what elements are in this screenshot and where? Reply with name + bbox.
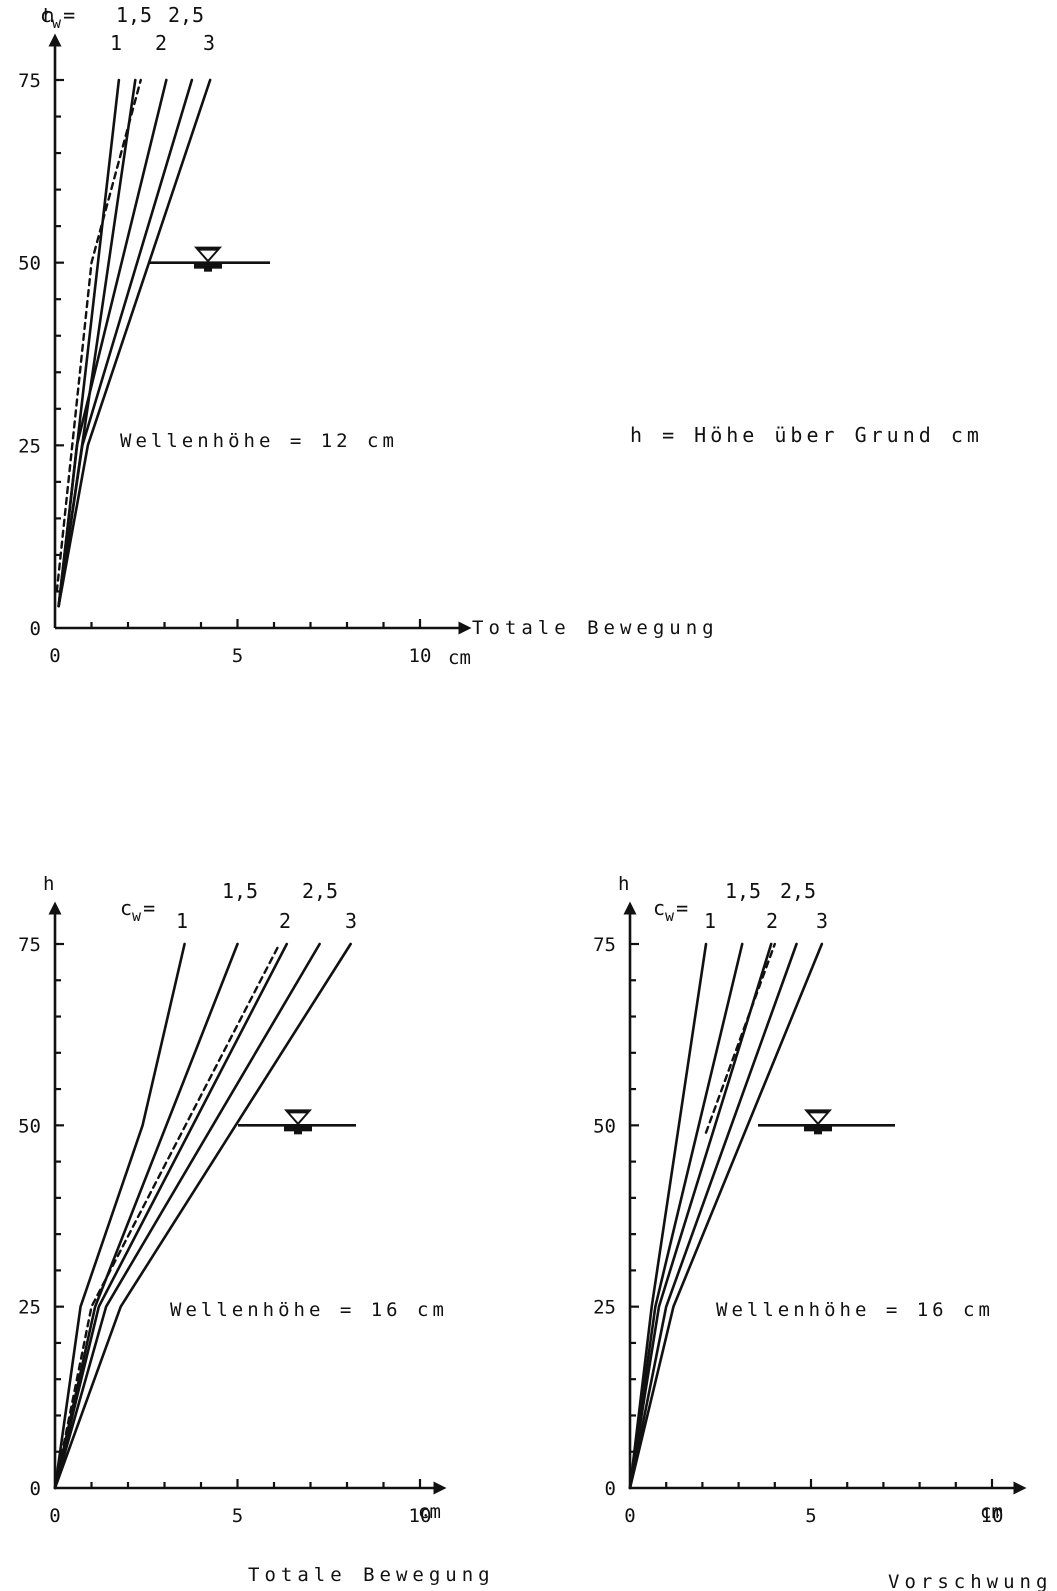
- water-level-foot: [814, 1130, 822, 1135]
- water-level-triangle-inner: [290, 1113, 306, 1123]
- panel-bottom-right: 0 5 10 0 25 50 75 cm Vorschwung h cw = 1 1,522,53 Well…: [593, 873, 1052, 1591]
- water-level-base: [284, 1126, 312, 1132]
- series-line-cw-3: [57, 78, 212, 608]
- water-level-foot: [294, 1130, 302, 1135]
- series-line-cw-1-5-dashed: [704, 942, 776, 1134]
- y-tick-label: 0: [30, 1478, 41, 1500]
- water-level-triangle-inner: [810, 1113, 826, 1123]
- series-label: 2: [155, 31, 167, 55]
- series-label: 2,5: [302, 879, 338, 903]
- y-tick-label: 25: [18, 435, 41, 457]
- legend-note: h = Höhe über Grund cm: [630, 423, 983, 447]
- x-tick-label: 5: [805, 1505, 816, 1527]
- series-label: 2: [766, 909, 778, 933]
- series-line-cw-3: [628, 942, 824, 1490]
- series-label: 3: [203, 31, 215, 55]
- x-tick-label: 10: [981, 1505, 1004, 1527]
- x-tick-label: 0: [624, 1505, 635, 1527]
- series-line-cw-2: [57, 78, 168, 608]
- x-tick-label: 5: [232, 1505, 243, 1527]
- y-tick-label: 0: [30, 618, 41, 640]
- cw-label: cw =: [653, 896, 688, 925]
- y-tick-label: 50: [18, 253, 41, 275]
- series-label: 1,5: [222, 879, 258, 903]
- series-line-cw-2-5: [53, 942, 321, 1490]
- y-tick-label: 75: [593, 934, 616, 956]
- water-level-base: [804, 1126, 832, 1132]
- x-axis-title: Vorschwung: [888, 1571, 1052, 1591]
- series-line-cw-1: [53, 942, 186, 1490]
- wave-height-annotation: Wellenhöhe = 16 cm: [170, 1299, 448, 1321]
- wave-height-annotation: Wellenhöhe = 16 cm: [716, 1299, 994, 1321]
- water-level-foot: [204, 267, 212, 272]
- series-line-cw-3: [53, 942, 352, 1490]
- series-label: 2,5: [168, 3, 204, 27]
- series-label: 3: [816, 909, 828, 933]
- x-axis-title: Totale Bewegung: [472, 617, 719, 639]
- series-label: 1,5: [725, 879, 761, 903]
- water-level-triangle-inner: [200, 250, 216, 260]
- wave-height-annotation: Wellenhöhe = 12 cm: [120, 430, 398, 452]
- cw-label: cw =: [120, 896, 155, 925]
- series-label: 2,5: [780, 879, 816, 903]
- y-tick-label: 0: [605, 1478, 616, 1500]
- y-tick-label: 50: [593, 1115, 616, 1137]
- series-label: 2: [279, 909, 291, 933]
- series-label: 1: [110, 31, 122, 55]
- y-axis-title: h: [43, 5, 54, 27]
- series-line-cw-2: [628, 942, 773, 1490]
- water-level-base: [194, 263, 222, 269]
- x-unit-label: cm: [980, 1501, 1003, 1523]
- series-line-cw-2-5: [57, 78, 194, 608]
- x-tick-label: 0: [49, 1505, 60, 1527]
- series-line-cw-2-dashed: [53, 942, 281, 1490]
- x-tick-label: 10: [409, 1505, 432, 1527]
- y-tick-label: 75: [18, 70, 41, 92]
- x-tick-label: 10: [409, 645, 432, 667]
- y-tick-label: 25: [593, 1297, 616, 1319]
- series-line-cw-1-5-dashed: [55, 78, 142, 593]
- y-axis-title: h: [618, 873, 629, 895]
- series-label: 1: [176, 909, 188, 933]
- series-label: 1,5: [116, 3, 152, 27]
- x-unit-label: cm: [418, 1501, 441, 1523]
- cw-label: cw =: [40, 3, 75, 32]
- series-label: 1: [704, 909, 716, 933]
- y-tick-label: 75: [18, 934, 41, 956]
- panel-bottom-left: 0 5 10 0 25 50 75 cm Totale Bewegung h cw = 1 1,5 2 2,5…: [18, 873, 495, 1586]
- series-line-cw-2-5: [628, 942, 798, 1490]
- x-axis-title: Totale Bewegung: [248, 1564, 495, 1586]
- x-tick-label: 5: [232, 645, 243, 667]
- series-label: 3: [345, 909, 357, 933]
- x-unit-label: cm: [448, 647, 471, 669]
- y-tick-label: 25: [18, 1297, 41, 1319]
- series-line-cw-2: [53, 942, 289, 1490]
- x-tick-label: 0: [49, 645, 60, 667]
- y-tick-label: 50: [18, 1115, 41, 1137]
- y-axis-title: h: [43, 873, 54, 895]
